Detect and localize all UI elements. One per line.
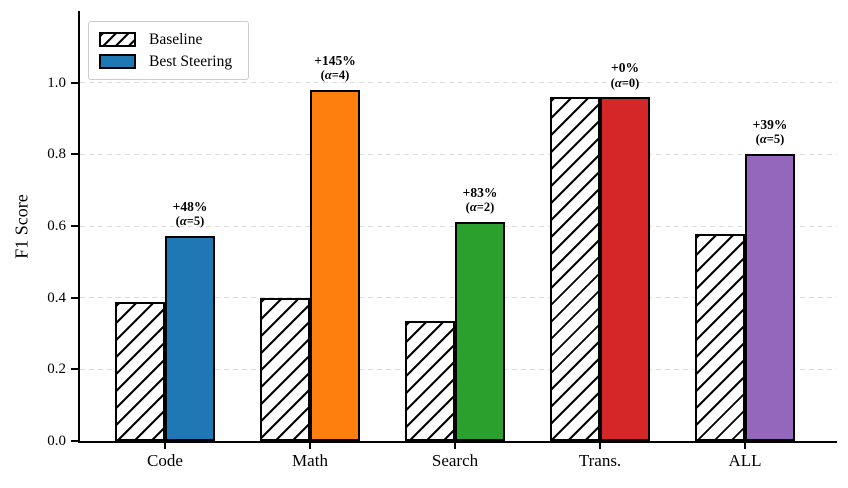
alpha-symbol: α [179,214,187,229]
x-tick-mark [599,443,601,449]
annotation-alpha: (α=0) [610,75,640,90]
annotation-percent: +0% [611,60,639,76]
y-tick-label: 0.8 [47,146,66,163]
x-tick-label-math: Math [292,451,328,470]
x-axis-spine [78,441,837,443]
alpha-symbol: α [614,75,622,90]
y-tick-label: 0.0 [47,433,66,449]
y-tick-label: 0.2 [47,361,66,378]
y-tick-mark [71,296,78,299]
steering-bar-trans [600,97,650,441]
steering-bar-all [745,153,795,441]
legend: Baseline Best Steering [88,21,249,80]
annotation-all: +39% (α=5) [753,117,788,147]
y-axis-spine [78,11,80,443]
steering-bar-math [310,89,360,441]
legend-item-best-steering: Best Steering [99,53,248,71]
annotation-percent: +83% [462,184,498,200]
annotation-alpha: (α=2) [465,200,495,215]
steering-bar-search [455,221,505,441]
gridline [80,82,837,84]
y-tick-label: 1.0 [47,74,66,91]
annotation-search: +83% (α=2) [463,185,498,215]
x-tick-mark [744,443,746,449]
annotation-alpha: (α=4) [320,68,350,83]
y-tick-mark [71,368,78,371]
baseline-bar-all [695,233,745,441]
baseline-bar-search [405,321,455,441]
legend-label-best-steering: Best Steering [149,52,233,70]
legend-item-baseline: Baseline [99,31,248,49]
annotation-percent: +145% [314,52,356,68]
plot-area: +48% (α=5) +145% (α=4) +83% (α=2) +0% (α=0) +39%… [80,11,837,441]
alpha-symbol: α [759,132,767,147]
baseline-bar-math [260,297,310,441]
annotation-trans: +0% (α=0) [611,60,640,90]
baseline-bar-code [115,301,165,441]
x-tick-label-search: Search [431,451,479,470]
x-tick-label-all: ALL [728,451,762,470]
y-tick-mark [71,153,78,156]
x-tick-mark [164,443,166,449]
x-tick-label-code: Code [147,451,183,470]
gridline [80,153,837,155]
annotation-percent: +39% [752,116,788,132]
baseline-hatch-swatch-icon [99,32,136,47]
annotation-alpha: (α=5) [175,214,205,229]
x-tick-mark [454,443,456,449]
annotation-math: +145% (α=4) [314,53,355,83]
alpha-symbol: α [324,68,332,83]
x-tick-mark [309,443,311,449]
alpha-symbol: α [469,200,477,215]
y-tick-mark [71,440,78,442]
x-tick-label-trans: Trans. [578,451,622,470]
steering-bar-code [165,235,215,441]
baseline-bar-trans [550,97,600,441]
y-tick-label: 0.4 [47,289,66,306]
y-tick-label: 0.6 [47,218,66,234]
annotation-percent: +48% [172,198,208,214]
annotation-code: +48% (α=5) [173,199,208,229]
legend-label-baseline: Baseline [149,30,203,48]
annotation-alpha: (α=5) [755,132,785,147]
y-tick-mark [71,81,78,84]
y-tick-mark [71,225,78,227]
best-steering-swatch-icon [99,54,136,69]
